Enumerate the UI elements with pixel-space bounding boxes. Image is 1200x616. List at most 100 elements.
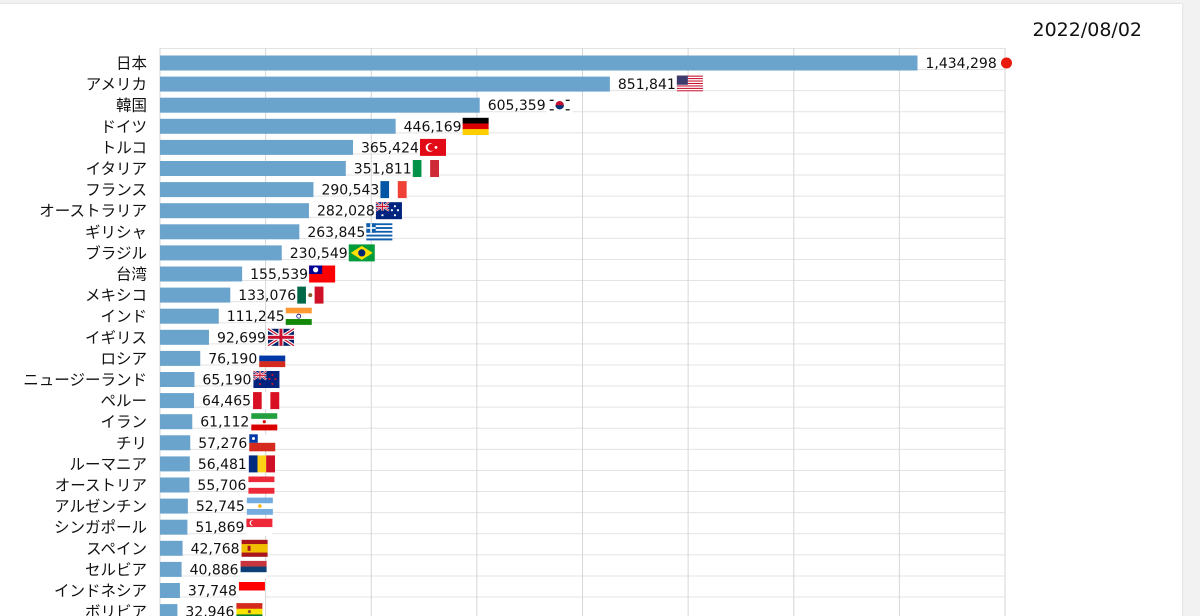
value-label: 56,481 [198, 457, 247, 473]
category-label: ギリシャ [85, 223, 147, 241]
bar [160, 393, 195, 409]
korea-flag-icon [546, 96, 573, 114]
category-label: セルビア [85, 561, 147, 579]
value-label: 52,745 [196, 499, 245, 515]
category-label: ニュージーランド [23, 371, 147, 389]
value-label: 64,465 [202, 394, 251, 410]
value-label: 605,359 [488, 98, 546, 114]
value-label: 40,886 [190, 562, 239, 578]
turkey-flag-icon [419, 138, 446, 156]
russia-flag-icon [259, 349, 286, 368]
austria-flag-icon [248, 476, 275, 494]
value-label: 55,706 [197, 478, 246, 494]
bar [160, 519, 188, 535]
bar [160, 414, 193, 430]
italy-flag-icon [412, 160, 440, 177]
bar [160, 350, 201, 366]
spain-flag-icon [241, 539, 268, 557]
taiwan-flag-icon [309, 265, 336, 283]
bars [160, 55, 918, 616]
bar-chart: 日本アメリカ韓国ドイツトルコイタリアフランスオーストラリアギリシャブラジル台湾メ… [23, 47, 1012, 616]
value-label: 92,699 [217, 330, 266, 346]
category-label: イラン [100, 413, 147, 431]
japan-flag-icon [1000, 57, 1012, 69]
value-label: 57,276 [198, 436, 247, 452]
value-label: 290,543 [321, 183, 379, 199]
bar [160, 118, 396, 134]
bar [160, 561, 182, 577]
value-label: 365,424 [361, 140, 419, 156]
bar [160, 55, 918, 71]
category-label: スペイン [86, 540, 147, 558]
category-label: アメリカ [86, 76, 147, 94]
value-label: 446,169 [404, 119, 462, 135]
value-label: 1,434,298 [925, 56, 996, 72]
france-flag-icon [380, 181, 407, 199]
value-label: 282,028 [317, 204, 375, 220]
category-label: ブラジル [85, 243, 147, 262]
category-label: 台湾 [116, 266, 147, 284]
category-label: ドイツ [100, 118, 147, 136]
new-zealand-flag-icon [252, 370, 280, 388]
category-label: アルゼンチン [54, 498, 147, 516]
mexico-flag-icon [297, 286, 324, 304]
bar [160, 266, 243, 282]
bolivia-flag-icon [236, 603, 263, 616]
australia-flag-icon [375, 201, 402, 220]
brazil-flag-icon [348, 244, 375, 262]
bar [160, 287, 231, 303]
bar [160, 76, 610, 92]
category-label: オーストラリア [39, 202, 147, 220]
germany-flag-icon [462, 117, 489, 135]
category-label: トルコ [101, 139, 147, 157]
argentina-flag-icon [246, 497, 273, 515]
bar [160, 245, 282, 261]
bar [160, 477, 190, 493]
category-label: インドネシア [54, 582, 147, 600]
romania-flag-icon [248, 455, 276, 473]
greece-flag-icon [366, 223, 393, 241]
bar [160, 435, 191, 451]
value-label: 230,549 [290, 246, 348, 262]
value-label: 42,768 [191, 541, 240, 557]
value-label: 351,811 [354, 162, 412, 178]
bar [160, 139, 353, 155]
category-label: 日本 [116, 55, 147, 73]
bar [160, 329, 209, 345]
flags [236, 57, 1012, 616]
bar [160, 498, 188, 514]
category-label: イタリア [86, 160, 147, 178]
bar [160, 97, 480, 113]
value-label: 61,112 [200, 415, 249, 431]
category-label: フランス [85, 181, 147, 199]
category-label: ペルー [100, 392, 147, 410]
bar [160, 308, 219, 324]
value-label: 263,845 [307, 225, 365, 241]
bar [160, 583, 180, 598]
value-labels: 1,434,298 851,841 605,359 446,169 365,424 351… [185, 56, 996, 616]
category-label: チリ [116, 434, 147, 452]
value-label: 155,539 [250, 267, 308, 283]
bar [160, 182, 314, 198]
value-label: 111,245 [227, 309, 285, 325]
value-label: 32,946 [185, 605, 234, 616]
value-label: 65,190 [202, 373, 251, 389]
date-label: 2022/08/02 [1032, 19, 1142, 41]
category-label: 韓国 [116, 97, 147, 115]
india-flag-icon [285, 307, 312, 325]
category-label: シンガポール [54, 519, 147, 537]
serbia-flag-icon [240, 560, 267, 579]
singapore-flag-icon [246, 518, 273, 536]
bar [160, 456, 190, 472]
iran-flag-icon [251, 413, 278, 431]
usa-flag-icon [676, 75, 703, 93]
category-label: インド [100, 308, 147, 326]
chile-flag-icon [249, 434, 276, 452]
value-label: 76,190 [208, 351, 257, 367]
bar [160, 203, 309, 219]
uk-flag-icon [267, 327, 295, 348]
bar [160, 161, 346, 176]
category-label: イギリス [85, 329, 147, 347]
value-label: 37,748 [188, 584, 237, 600]
bar [160, 372, 195, 387]
